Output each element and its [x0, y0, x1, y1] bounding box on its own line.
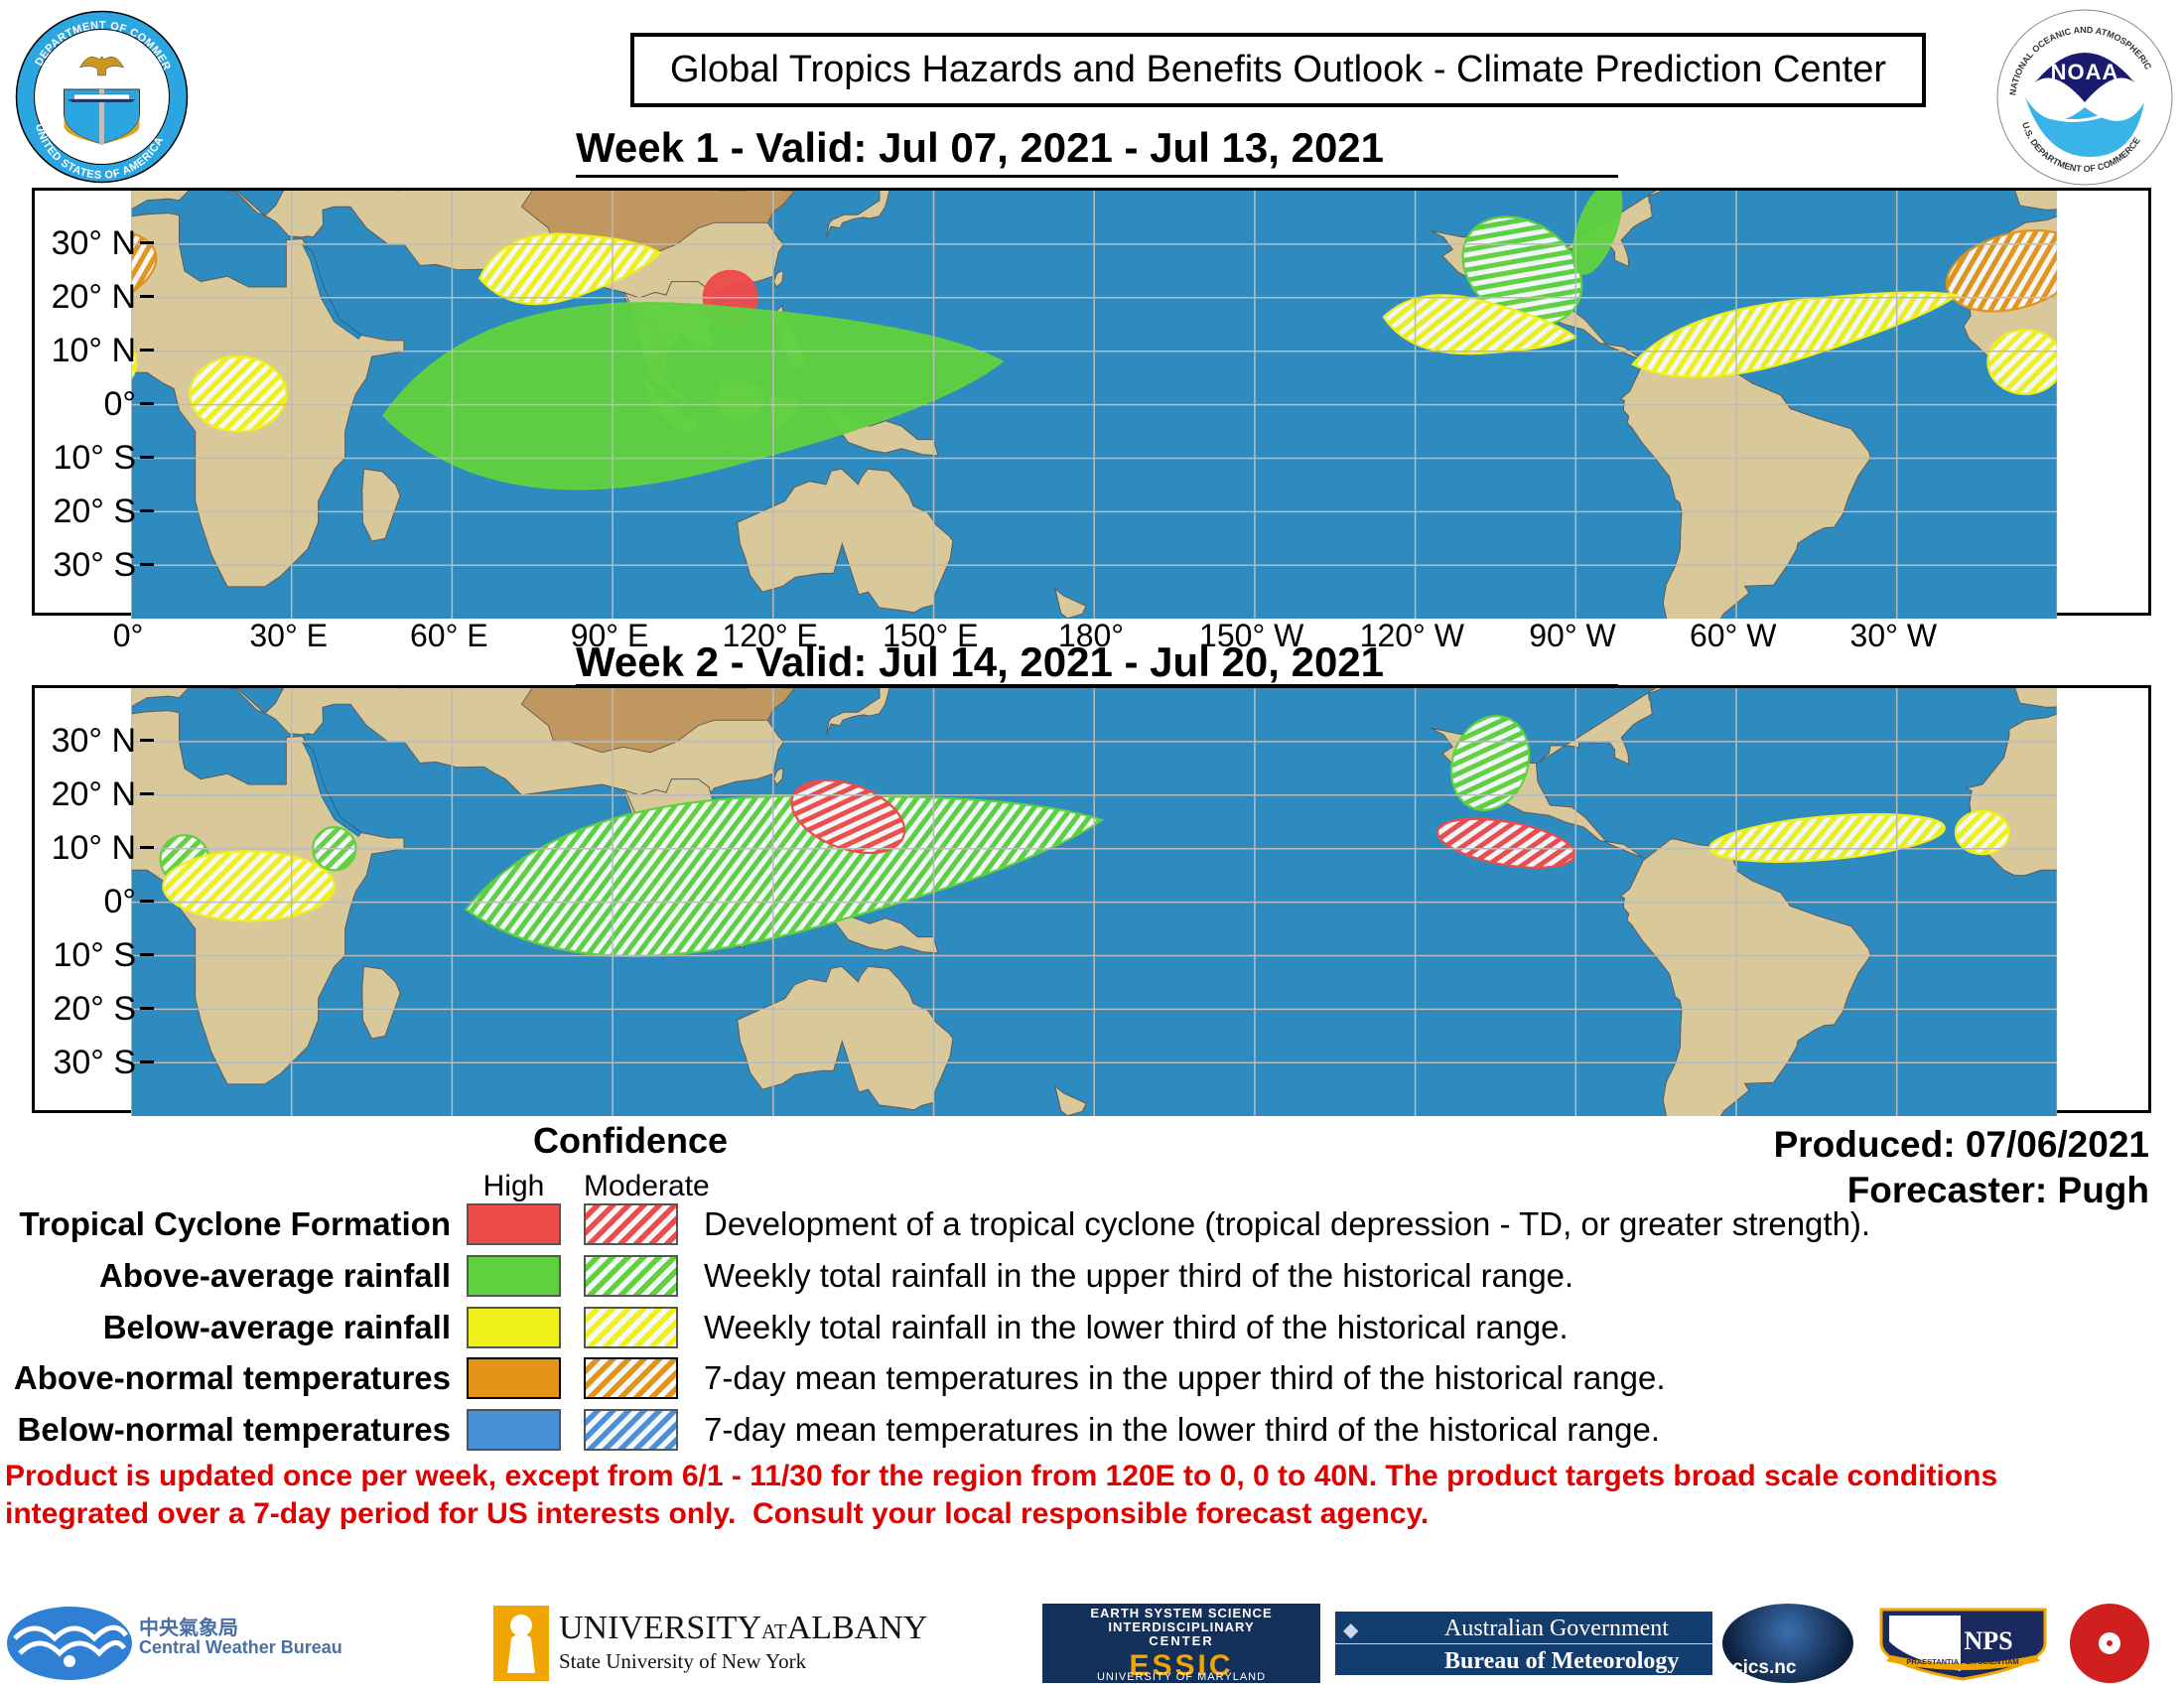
svg-text:NPS: NPS	[1964, 1626, 2012, 1655]
svg-text:PRAESTANTIA PER SCIENTIAM: PRAESTANTIA PER SCIENTIAM	[1906, 1657, 2018, 1666]
svg-text:NOAA: NOAA	[2051, 60, 2119, 84]
